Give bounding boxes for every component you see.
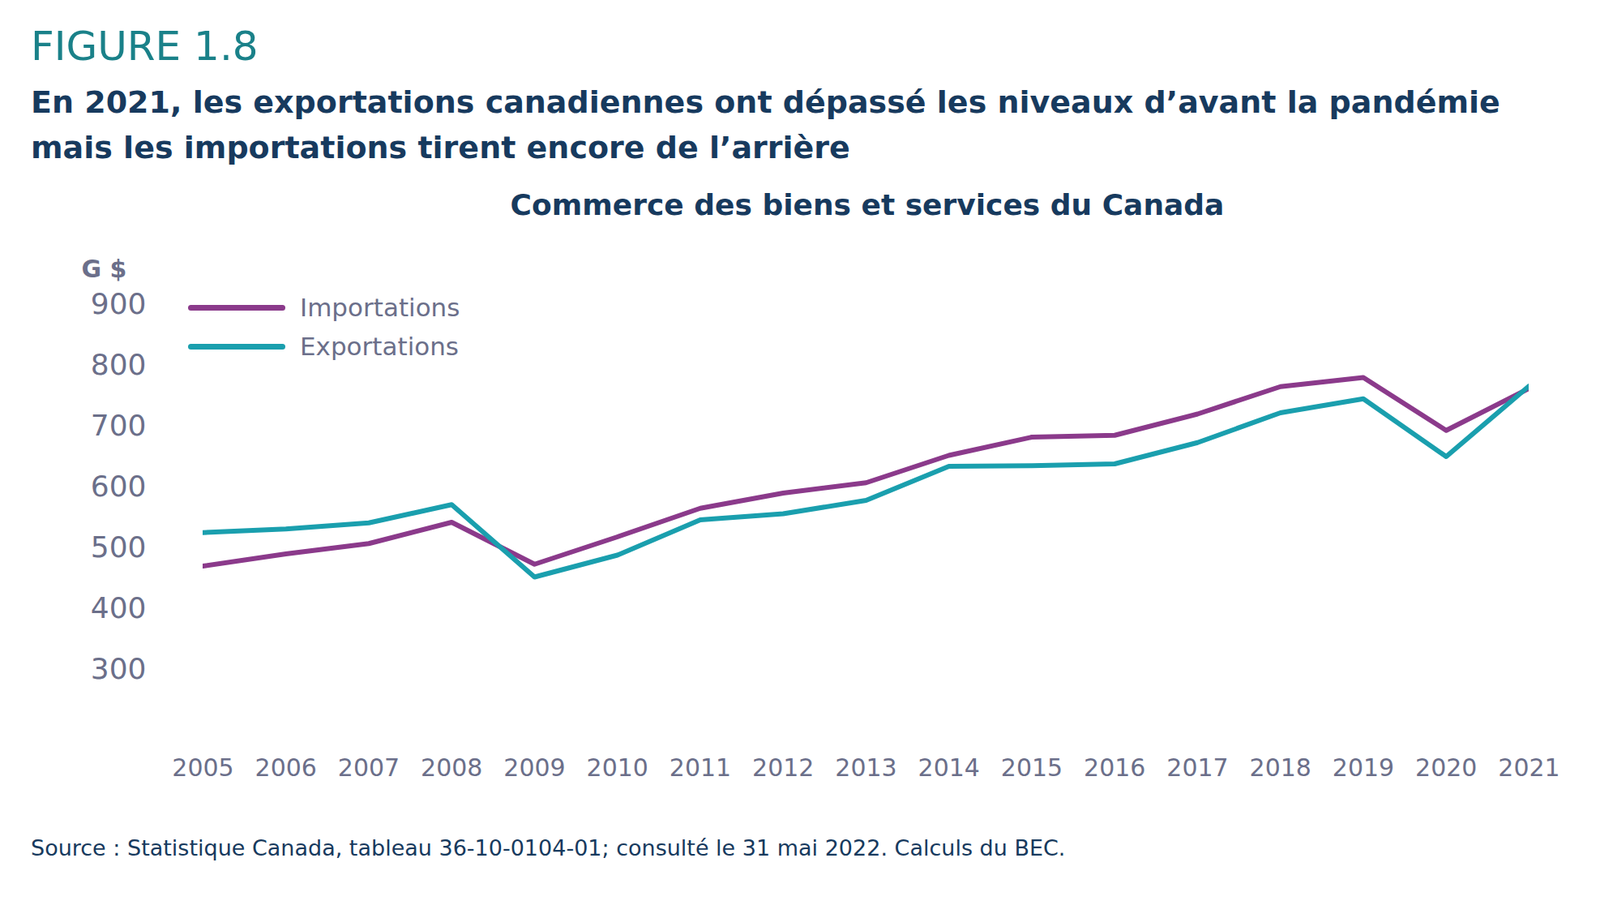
html-text:Commerce des biens et services: Commerce des biens et services du Canada bbox=[510, 188, 1225, 222]
svg-text:2017: 2017 bbox=[1166, 752, 1228, 782]
svg-text:2019: 2019 bbox=[1332, 752, 1395, 782]
svg-text:2016: 2016 bbox=[1083, 752, 1146, 782]
svg-text:2014: 2014 bbox=[918, 752, 980, 782]
html-text:En 2021, les exportations cana: En 2021, les exportations canadiennes on… bbox=[30, 84, 1501, 166]
svg-text:2020: 2020 bbox=[1415, 752, 1477, 782]
svg-text:2006: 2006 bbox=[255, 752, 317, 782]
svg-text:600: 600 bbox=[90, 469, 147, 503]
html-text:Source : Statistique Canada, t: Source : Statistique Canada, tableau 36-… bbox=[30, 834, 1066, 860]
svg-text:2007: 2007 bbox=[337, 752, 400, 782]
svg-text:2011: 2011 bbox=[669, 752, 732, 782]
svg-text:500: 500 bbox=[90, 530, 147, 564]
svg-text:2018: 2018 bbox=[1249, 752, 1312, 782]
svg-text:2013: 2013 bbox=[834, 752, 897, 782]
svg-text:2012: 2012 bbox=[752, 752, 814, 782]
html-text:Importations: Importations bbox=[299, 292, 460, 322]
svg-text:800: 800 bbox=[90, 347, 147, 381]
html-text:Exportations: Exportations bbox=[299, 331, 459, 361]
svg-text:2008: 2008 bbox=[420, 752, 483, 782]
svg-text:900: 900 bbox=[90, 286, 147, 321]
svg-text:400: 400 bbox=[90, 590, 147, 625]
svg-text:300: 300 bbox=[90, 651, 147, 685]
html-text:FIGURE 1.8: FIGURE 1.8 bbox=[30, 22, 259, 70]
svg-text:2010: 2010 bbox=[586, 752, 649, 782]
svg-text:700: 700 bbox=[90, 408, 147, 442]
svg-text:2021: 2021 bbox=[1497, 752, 1560, 782]
svg-text:G $: G $ bbox=[81, 254, 128, 283]
svg-text:2005: 2005 bbox=[171, 752, 234, 782]
svg-text:2009: 2009 bbox=[503, 752, 565, 782]
svg-text:2015: 2015 bbox=[1001, 752, 1063, 782]
